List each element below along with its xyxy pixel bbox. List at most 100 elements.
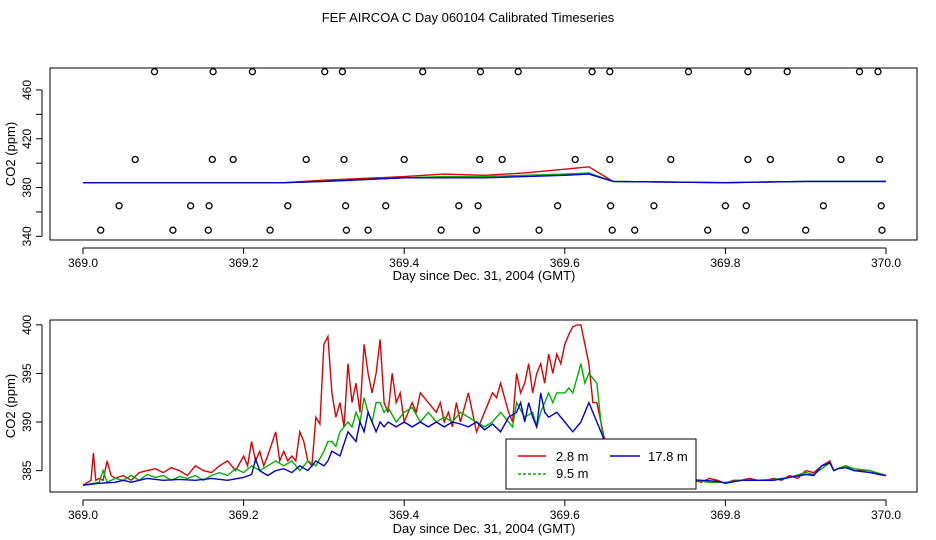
legend: 2.8 m 9.5 m 17.8 m <box>505 438 697 490</box>
x-tick-label: 369.2 <box>229 508 259 522</box>
calibration-point <box>437 226 445 234</box>
x-tick-label: 369.4 <box>389 256 419 270</box>
calibration-point <box>837 155 845 164</box>
calibration-point <box>476 155 484 164</box>
calibration-point <box>131 155 139 164</box>
calibration-point <box>553 202 562 210</box>
calibration-point <box>606 68 614 76</box>
calibration-point <box>364 226 372 234</box>
calibration-point <box>338 68 347 76</box>
calibration-point <box>209 68 217 76</box>
calibration-point <box>321 68 329 76</box>
calibration-point <box>721 202 730 210</box>
calibration-point <box>588 68 596 76</box>
calibration-point <box>742 202 750 210</box>
calibration-point <box>341 202 350 210</box>
calibration-point <box>606 155 614 164</box>
calibration-point <box>229 155 237 164</box>
calibration-point <box>150 68 159 76</box>
calibration-point <box>535 226 543 234</box>
calibration-point <box>204 226 212 234</box>
legend-label-9.5m: 9.5 m <box>556 466 589 481</box>
calibration-point <box>571 155 579 164</box>
legend-label-2.8m: 2.8 m <box>556 449 589 464</box>
legend-label-17.8m: 17.8 m <box>648 449 688 464</box>
calibration-point <box>684 68 693 76</box>
bottom-y-axis-label: CO2 (ppm) <box>3 374 18 438</box>
top-calibration-points <box>97 68 886 234</box>
top-y-axis: 340 380 420 460 <box>20 80 43 246</box>
calibration-point <box>248 68 257 76</box>
x-tick-label: 370.0 <box>871 256 901 270</box>
calibration-point <box>667 155 675 164</box>
x-tick-label: 369.6 <box>550 508 580 522</box>
y-tick-label: 395 <box>20 363 34 383</box>
calibration-point <box>606 202 615 210</box>
series-line-2.8m <box>82 324 887 486</box>
y-tick-label: 460 <box>20 80 34 100</box>
calibration-point <box>741 226 750 234</box>
calibration-point <box>472 226 481 234</box>
y-tick-label: 420 <box>20 128 34 148</box>
calibration-point <box>878 226 886 234</box>
x-tick-label: 370.0 <box>871 508 901 522</box>
x-tick-label: 369.8 <box>710 508 740 522</box>
bottom-y-axis: 385 390 395 400 <box>20 315 43 481</box>
calibration-point <box>302 155 310 164</box>
calibration-point <box>744 155 752 164</box>
calibration-point <box>802 226 810 234</box>
calibration-point <box>266 226 274 234</box>
calibration-point <box>498 155 506 164</box>
calibration-point <box>455 202 463 210</box>
y-tick-label: 400 <box>20 315 34 335</box>
page-title: FEF AIRCOA C Day 060104 Calibrated Times… <box>322 10 615 25</box>
calibration-point <box>476 68 485 76</box>
calibration-point <box>783 68 791 76</box>
calibration-point <box>744 68 752 76</box>
series-line-17.8m <box>83 173 886 184</box>
x-tick-label: 369.4 <box>389 508 419 522</box>
y-tick-label: 380 <box>20 177 34 197</box>
y-tick-label: 385 <box>20 460 34 480</box>
calibration-point <box>874 68 882 76</box>
calibration-point <box>514 68 522 76</box>
calibration-point <box>419 68 427 76</box>
x-tick-label: 369.2 <box>229 256 259 270</box>
top-series-lines <box>83 166 886 184</box>
calibration-point <box>650 202 658 210</box>
series-line-9.5m <box>82 363 887 486</box>
series-line-17.8m <box>82 392 887 486</box>
calibration-point <box>169 226 177 234</box>
calibration-point <box>97 226 105 234</box>
x-tick-label: 369.6 <box>550 256 580 270</box>
x-tick-label: 369.0 <box>68 508 98 522</box>
bottom-plot-frame <box>49 319 918 493</box>
series-line-2.8m <box>83 166 886 184</box>
top-y-axis-label: CO2 (ppm) <box>3 122 18 186</box>
calibration-point <box>819 202 828 210</box>
top-panel: 369.0 369.2 369.4 369.6 369.8 370.0 340 380 420… <box>3 67 918 283</box>
calibration-point <box>205 202 213 210</box>
calibration-point <box>400 155 408 164</box>
top-plot-frame <box>49 67 918 241</box>
calibration-point <box>382 202 390 210</box>
calibration-point <box>704 226 712 234</box>
calibration-point <box>115 202 123 210</box>
bottom-x-axis: 369.0 369.2 369.4 369.6 369.8 370.0 <box>68 499 901 522</box>
calibration-point <box>284 202 292 210</box>
legend-box <box>505 438 697 490</box>
calibration-point <box>208 155 216 164</box>
calibration-point <box>877 202 885 210</box>
y-tick-label: 390 <box>20 412 34 432</box>
calibration-point <box>186 202 195 210</box>
top-x-axis-label: Day since Dec. 31, 2004 (GMT) <box>393 268 576 283</box>
calibration-point <box>766 155 775 164</box>
calibration-point <box>855 68 864 76</box>
top-x-axis: 369.0 369.2 369.4 369.6 369.8 370.0 <box>68 247 901 270</box>
calibration-point <box>340 155 348 164</box>
calibration-point <box>342 226 351 234</box>
bottom-series-lines <box>82 324 887 486</box>
calibration-point <box>608 226 616 234</box>
calibration-point <box>631 226 639 234</box>
